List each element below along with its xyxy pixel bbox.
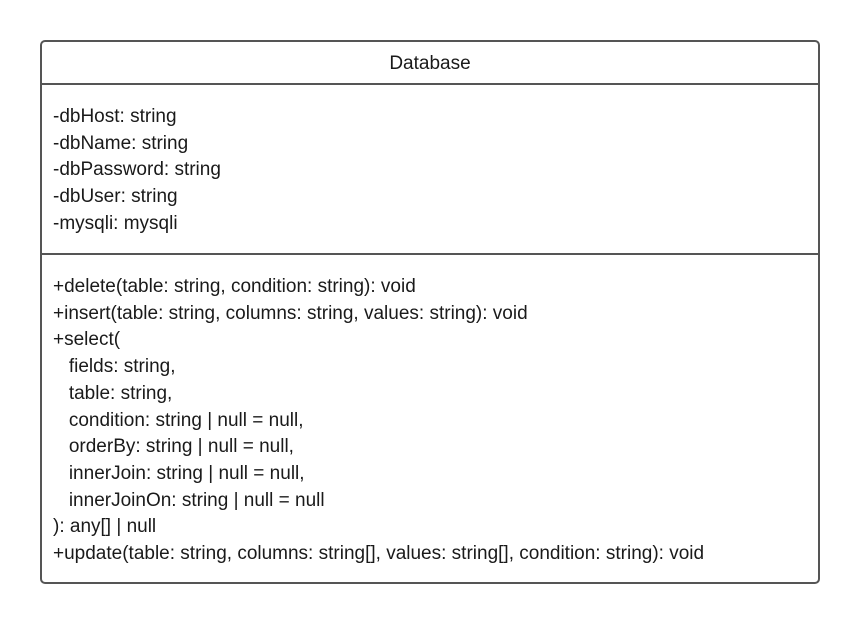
method-update: +update(table: string, columns: string[]… [53,543,705,565]
method-select-param-order-by: orderBy: string | null = null, [53,436,294,458]
attribute-db-password: -dbPassword: string [53,159,221,181]
method-select-return: ): any[] | null [53,516,157,538]
uml-class-database: Database -dbHost: string -dbName: string… [40,40,820,584]
method-insert: +insert(table: string, columns: string, … [53,302,528,324]
attribute-db-host: -dbHost: string [53,106,177,127]
methods-compartment: +delete(table: string, condition: string… [53,274,810,568]
attribute-db-name: -dbName: string [53,132,189,154]
method-select-param-condition: condition: string | null = null, [53,409,304,431]
attribute-db-user: -dbUser: string [53,186,178,208]
attribute-mysqli: -mysqli: mysqli [53,212,178,234]
method-delete: +delete(table: string, condition: string… [53,276,416,297]
method-select-param-inner-join-on: innerJoinOn: string | null = null [53,489,325,511]
method-select-param-fields: fields: string, [53,356,176,378]
compartment-divider [42,253,818,255]
method-select-open: +select( [53,329,121,351]
method-select-param-table: table: string, [53,382,173,404]
method-select-param-inner-join: innerJoin: string | null = null, [53,462,305,484]
attributes-compartment: -dbHost: string -dbName: string -dbPassw… [53,104,810,238]
class-name: Database [42,42,818,85]
